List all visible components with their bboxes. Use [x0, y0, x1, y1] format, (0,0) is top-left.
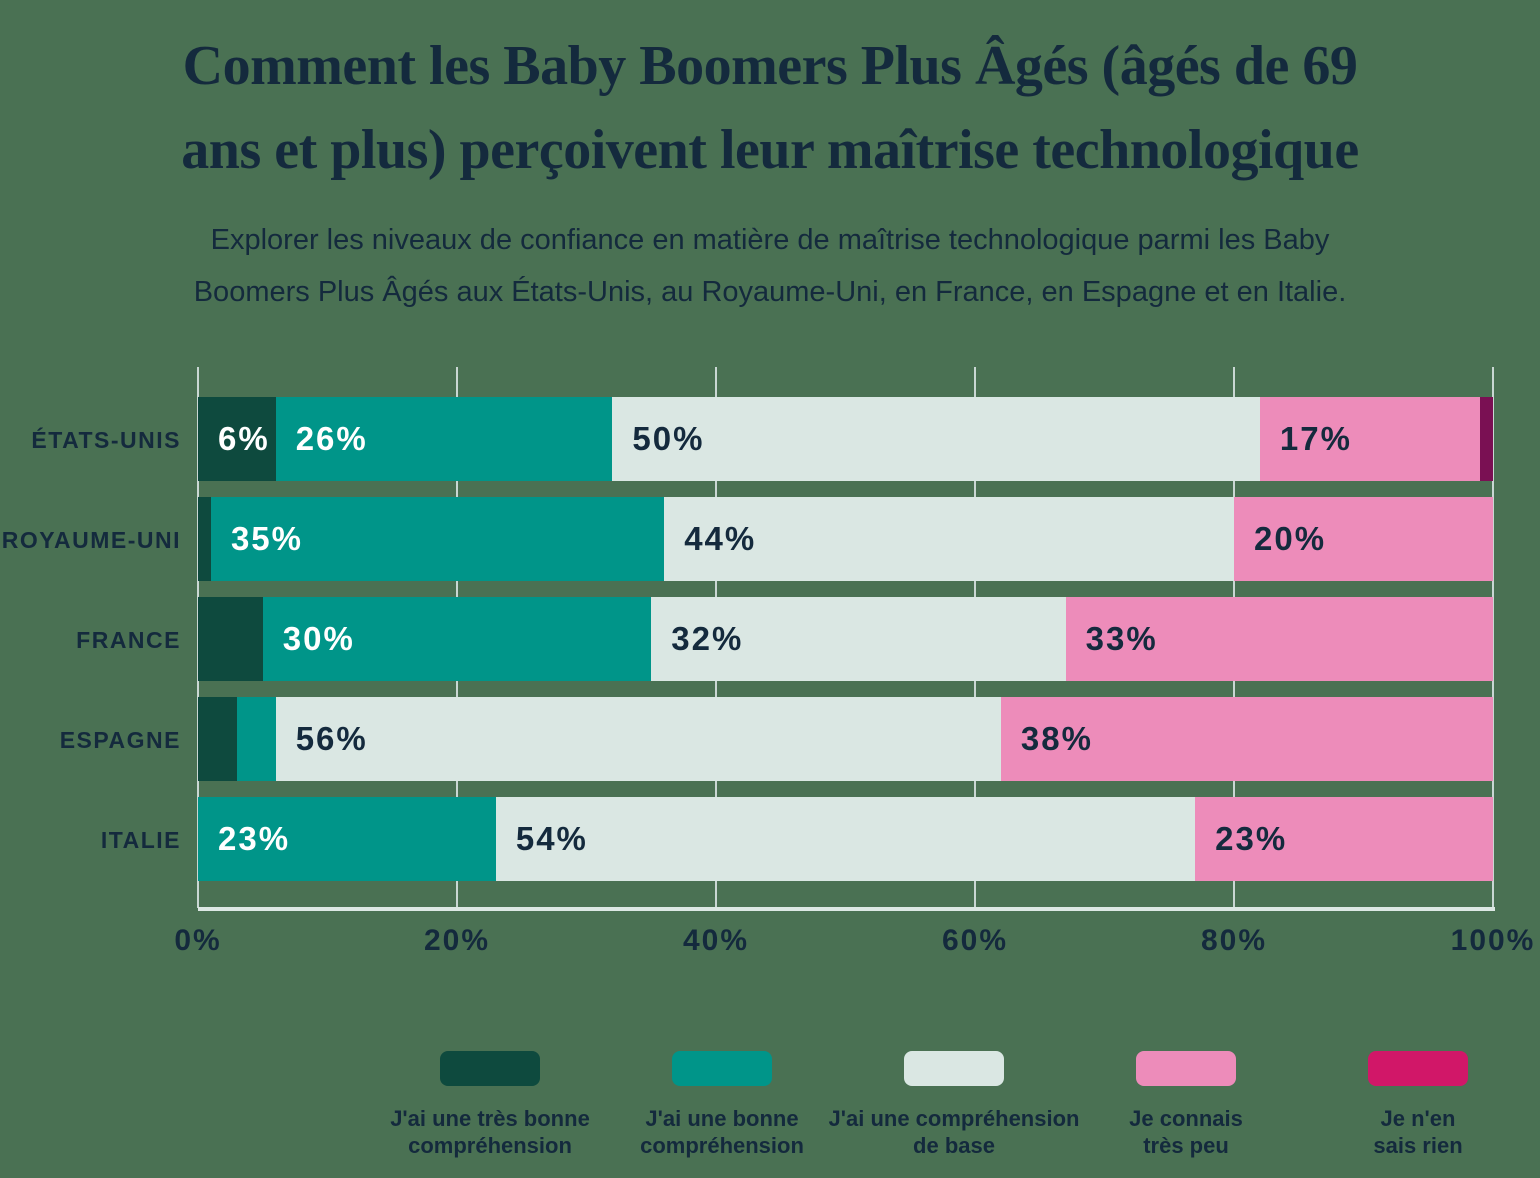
bar-segment: 6% — [198, 397, 276, 481]
category-label: ITALIE — [100, 827, 181, 853]
legend-item-label: J'ai une compréhension de base — [829, 1105, 1080, 1159]
x-tick-0%: 0% — [174, 924, 222, 957]
category-label: ROYAUME-UNI — [1, 527, 181, 553]
chart-subtitle-line-1: Explorer les niveaux de confiance en mat… — [210, 224, 1330, 256]
segment-value-label: 23% — [218, 820, 291, 857]
bar-segment — [198, 597, 263, 681]
category-label: FRANCE — [76, 627, 181, 653]
segment-value-label: 56% — [295, 720, 368, 757]
segment-value-label: 38% — [1020, 720, 1093, 757]
x-tick-40%: 40% — [682, 924, 750, 957]
legend-label-line-2: de base — [913, 1133, 995, 1158]
stacked-bar: 30% 32% 33% — [198, 597, 1493, 681]
legend: J'ai une très bonne compréhension J'ai une… — [374, 1051, 1534, 1159]
bar-segment: 23% — [1195, 797, 1493, 881]
category-label: ESPAGNE — [59, 727, 181, 753]
bar-segment: 38% — [1000, 697, 1493, 781]
stacked-bar: 23% 54% 23% — [198, 797, 1493, 881]
legend-label-line-1: Je connais — [1129, 1106, 1243, 1131]
legend-item-label: J'ai une très bonne compréhension — [390, 1105, 590, 1159]
legend-label-line-2: très peu — [1143, 1133, 1229, 1158]
x-tick-20%: 20% — [423, 924, 491, 957]
segment-value-label: 26% — [295, 420, 368, 457]
legend-swatch — [1368, 1051, 1468, 1086]
bar-segment: 17% — [1259, 397, 1481, 481]
segment-value-label: 17% — [1279, 420, 1352, 457]
segment-value-label: 30% — [282, 620, 355, 657]
bar-segment: 26% — [275, 397, 613, 481]
x-tick-60%: 60% — [941, 924, 1009, 957]
bar-segment: 23% — [198, 797, 496, 881]
x-tick-80%: 80% — [1200, 924, 1268, 957]
segment-value-label: 32% — [671, 620, 744, 657]
chart-title: Comment les Baby Boomers Plus Âgés (âgés… — [0, 24, 1540, 192]
bar-segment: 30% — [262, 597, 652, 681]
bar-segment: 35% — [210, 497, 665, 581]
legend-item-label: Je n'en sais rien — [1373, 1105, 1462, 1159]
stacked-bar: 35% 44% 20% — [198, 497, 1493, 581]
chart-title-line-1: Comment les Baby Boomers Plus Âgés (âgés… — [182, 35, 1358, 97]
bar-segment: 56% — [275, 697, 1001, 781]
bar-segment: 33% — [1065, 597, 1493, 681]
bar-segment: 54% — [495, 797, 1196, 881]
legend-label-line-2: sais rien — [1373, 1133, 1463, 1158]
chart-title-line-2: ans et plus) perçoivent leur maîtrise te… — [181, 119, 1359, 181]
legend-item-label: J'ai une bonne compréhension — [640, 1105, 804, 1159]
segment-value-label: 50% — [632, 420, 705, 457]
bar-segment — [198, 697, 237, 781]
stacked-bar: 6% 26% 50% 17% — [198, 397, 1493, 481]
segment-value-label: 23% — [1215, 820, 1288, 857]
legend-label-line-1: J'ai une très bonne — [390, 1106, 590, 1131]
legend-swatch — [672, 1051, 772, 1086]
segment-value-label: 20% — [1253, 520, 1327, 557]
x-tick-100%: 100% — [1450, 924, 1536, 957]
legend-label-line-1: Je n'en — [1380, 1106, 1456, 1131]
legend-label-line-2: compréhension — [640, 1133, 804, 1158]
bar-segment: 44% — [664, 497, 1234, 581]
category-label: ÉTATS-UNIS — [31, 427, 181, 453]
segment-value-label: 35% — [230, 520, 303, 557]
legend-swatch — [440, 1051, 540, 1086]
bar-segment: 50% — [612, 397, 1260, 481]
bar-segment — [198, 497, 211, 581]
legend-item-label: Je connais très peu — [1129, 1105, 1243, 1159]
x-axis-line — [198, 907, 1495, 911]
bar-segment — [1480, 397, 1493, 481]
gridline-100% — [1492, 367, 1494, 908]
legend-item: J'ai une bonne compréhension — [606, 1051, 838, 1159]
stacked-bar: 56% 38% — [198, 697, 1493, 781]
legend-item: J'ai une très bonne compréhension — [374, 1051, 606, 1159]
bar-segment: 20% — [1233, 497, 1493, 581]
bar-segment — [236, 697, 276, 781]
legend-swatch — [904, 1051, 1004, 1086]
chart-subtitle: Explorer les niveaux de confiance en mat… — [0, 214, 1540, 318]
chart-subtitle-line-2: Boomers Plus Âgés aux États-Unis, au Roy… — [193, 276, 1347, 308]
legend-label-line-1: J'ai une bonne — [645, 1106, 799, 1131]
legend-item: Je connais très peu — [1070, 1051, 1302, 1159]
legend-item: Je n'en sais rien — [1302, 1051, 1534, 1159]
bar-segment: 32% — [651, 597, 1066, 681]
legend-item: J'ai une compréhension de base — [829, 1051, 1079, 1159]
segment-value-label: 44% — [684, 520, 757, 557]
legend-label-line-1: J'ai une compréhension — [828, 1106, 1080, 1131]
segment-value-label: 6% — [218, 420, 270, 457]
segment-value-label: 33% — [1085, 620, 1158, 657]
segment-value-label: 54% — [515, 820, 588, 857]
legend-label-line-2: compréhension — [408, 1133, 572, 1158]
legend-swatch — [1136, 1051, 1236, 1086]
